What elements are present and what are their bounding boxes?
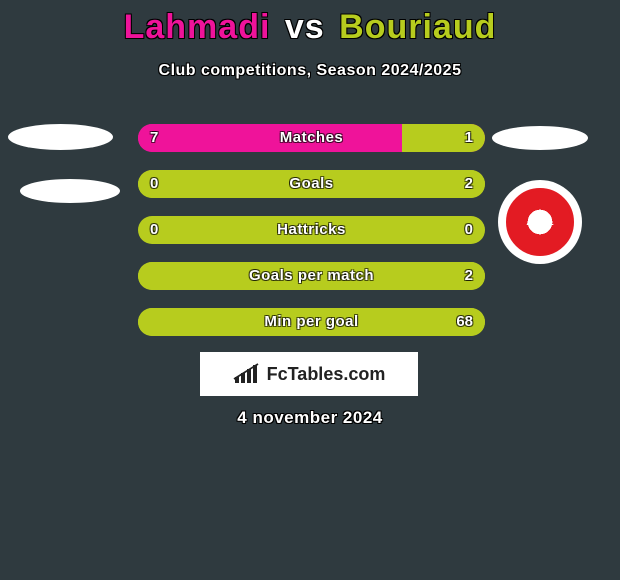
title-vs: vs [285,8,325,46]
stat-label: Matches [138,124,485,152]
subtitle: Club competitions, Season 2024/2025 [0,62,620,80]
stat-value-right: 1 [465,124,473,152]
club-badge-right-logo-inner: ASNL [506,188,574,256]
stat-row-goals: 0 Goals 2 [138,170,485,198]
bar-chart-icon [233,363,261,385]
stat-value-right: 0 [465,216,473,244]
title-player1: Lahmadi [124,8,271,46]
date-label: 4 november 2024 [0,408,620,428]
stat-row-mpg: Min per goal 68 [138,308,485,336]
stat-row-matches: 7 Matches 1 [138,124,485,152]
brand-badge: FcTables.com [200,352,418,396]
stat-label: Goals per match [138,262,485,290]
stat-value-right: 2 [465,262,473,290]
stat-value-right: 68 [456,308,473,336]
club-badge-left-2 [20,179,120,203]
comparison-stage: Lahmadi vs Bouriaud Club competitions, S… [0,0,620,580]
club-badge-right-logo: ASNL [498,180,582,264]
stat-value-right: 2 [465,170,473,198]
stat-label: Goals [138,170,485,198]
stat-label: Hattricks [138,216,485,244]
stat-row-gpm: Goals per match 2 [138,262,485,290]
stat-label: Min per goal [138,308,485,336]
club-badge-right-1 [492,126,588,150]
stat-rows: 7 Matches 1 0 Goals 2 0 Hattricks 0 Goal… [138,124,485,354]
brand-label: FcTables.com [267,364,386,385]
title-player2: Bouriaud [339,8,496,46]
stat-row-hattricks: 0 Hattricks 0 [138,216,485,244]
page-title: Lahmadi vs Bouriaud [0,8,620,47]
club-badge-left-1 [8,124,113,150]
